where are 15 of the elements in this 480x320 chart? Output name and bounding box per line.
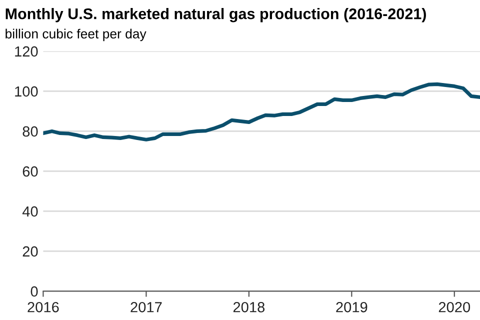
y-tick-label: 20 (22, 246, 38, 257)
chart-subtitle: billion cubic feet per day (6, 28, 146, 42)
y-tick-label: 80 (22, 126, 38, 137)
x-tick-label: 2018 (233, 302, 265, 312)
x-tick-label: 2016 (28, 302, 59, 312)
y-tick-label: 100 (15, 86, 38, 97)
x-tick-label: 2017 (130, 302, 162, 312)
x-tick-label: 2019 (336, 302, 368, 312)
chart-title: Monthly U.S. marketed natural gas production (2016-2021) (6, 8, 426, 22)
y-tick-label: 60 (22, 166, 38, 177)
y-tick-label: 120 (15, 46, 38, 57)
y-tick-label: 0 (30, 286, 38, 297)
y-tick-label: 40 (22, 206, 38, 217)
x-tick-label: 2020 (438, 302, 470, 312)
line-series (43, 82, 480, 142)
